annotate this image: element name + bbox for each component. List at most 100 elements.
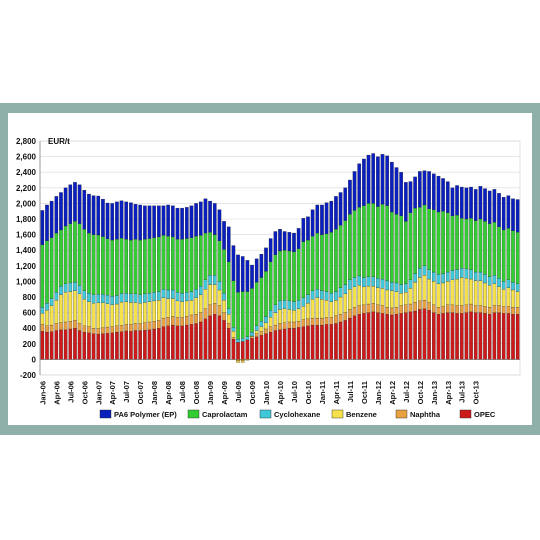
bar-segment: [487, 276, 492, 286]
bar-segment: [77, 285, 82, 295]
bar-segment: [385, 155, 389, 206]
bar-segment: [217, 315, 222, 360]
bar-segment: [338, 225, 343, 288]
bar-segment: [273, 312, 278, 326]
bar-segment: [408, 212, 413, 280]
legend-label: Cyclohexane: [274, 410, 320, 419]
bar-segment: [301, 297, 306, 307]
bar-segment: [427, 208, 431, 270]
bar-segment: [422, 275, 427, 301]
bar-segment: [315, 324, 320, 360]
bar-segment: [306, 216, 310, 241]
bar-segment: [180, 317, 184, 326]
bar-segment: [473, 189, 478, 221]
bar-segment: [40, 244, 45, 308]
bar-segment: [91, 195, 96, 235]
bar-segment: [352, 210, 357, 278]
bar-segment: [198, 312, 203, 323]
bar-segment: [413, 302, 417, 312]
bar-segment: [278, 250, 282, 302]
bar-segment: [455, 269, 459, 280]
bar-segment: [240, 360, 245, 363]
bar-segment: [366, 203, 371, 277]
bar-segment: [394, 214, 399, 284]
bar-segment: [203, 289, 208, 309]
bar-segment: [445, 181, 450, 213]
x-tick-label: Jul-13: [458, 381, 467, 403]
bar-segment: [63, 321, 68, 330]
bar-segment: [352, 315, 357, 360]
bar-segment: [217, 240, 222, 282]
bar-segment: [91, 328, 96, 334]
bar-segment: [497, 312, 501, 360]
bar-segment: [143, 322, 147, 331]
bar-segment: [371, 203, 376, 277]
bar-segment: [450, 215, 455, 271]
bar-segment: [376, 278, 380, 288]
legend-label: Naphtha: [410, 410, 441, 419]
bar-segment: [501, 281, 506, 290]
bar-segment: [399, 305, 403, 314]
stacked-bar-chart: -200 0 200 400 600 800 1,000 1,200 1,400 1,600 1,8…: [16, 137, 521, 419]
bar-segment: [394, 291, 399, 308]
bar-segment: [240, 341, 245, 360]
bar-segment: [473, 220, 478, 273]
bar-segment: [469, 186, 473, 219]
bar-segment: [366, 154, 371, 204]
bar-segment: [278, 300, 282, 310]
bar-segment: [422, 299, 427, 309]
bar-segment: [250, 264, 254, 289]
bar-segment: [115, 295, 119, 305]
bar-segment: [129, 324, 133, 332]
bar-segment: [110, 332, 115, 360]
bar-segment: [63, 292, 68, 323]
bar-segment: [157, 236, 161, 292]
x-tick-label: Apr-10: [276, 381, 285, 405]
bar-segment: [236, 254, 240, 293]
bar-segment: [231, 280, 236, 328]
bar-segment: [217, 289, 222, 306]
bar-segment: [487, 223, 492, 277]
bar-segment: [59, 285, 63, 295]
bar-segment: [115, 331, 119, 360]
bar-segment: [478, 271, 483, 281]
bar-segment: [68, 223, 73, 284]
bar-segment: [292, 301, 296, 311]
bar-segment: [101, 302, 105, 328]
bar-segment: [492, 312, 497, 360]
bar-segment: [49, 200, 54, 238]
bar-segment: [119, 325, 124, 332]
bar-segment: [59, 294, 63, 323]
bar-segment: [408, 279, 413, 289]
bar-segment: [487, 190, 492, 224]
x-tick-label: Oct-13: [472, 381, 481, 404]
bar-segment: [59, 329, 63, 360]
bar-segment: [394, 282, 399, 292]
bar-segment: [264, 328, 268, 334]
bar-segment: [473, 305, 478, 313]
bar-segment: [380, 313, 385, 360]
bar-segment: [198, 294, 203, 313]
bar-segment: [166, 298, 170, 318]
bar-segment: [119, 200, 124, 239]
bar-segment: [408, 311, 413, 360]
bar-segment: [124, 301, 129, 325]
bar-segment: [501, 289, 506, 307]
bar-segment: [68, 184, 73, 224]
bar-segment: [459, 277, 464, 306]
y-tick-label: 800: [23, 293, 37, 302]
bar-segment: [101, 294, 105, 303]
bar-segment: [348, 309, 352, 319]
bar-segment: [390, 161, 394, 213]
bar-segment: [306, 318, 310, 326]
bar-segment: [189, 291, 194, 301]
x-tick-label: Jan-13: [430, 381, 439, 405]
bar-segment: [334, 323, 338, 360]
bar-segment: [217, 305, 222, 316]
bar-segment: [492, 283, 497, 306]
legend-swatch: [395, 409, 408, 419]
bar-segment: [96, 294, 101, 303]
bar-segment: [254, 282, 259, 326]
bar-segment: [287, 309, 292, 323]
x-tick-label: Apr-13: [444, 381, 453, 405]
